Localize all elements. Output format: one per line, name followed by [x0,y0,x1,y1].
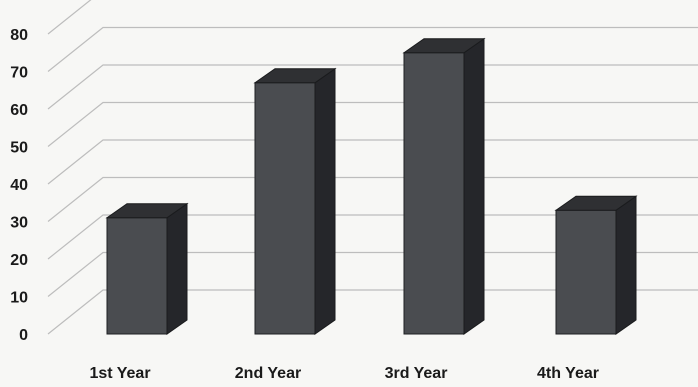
x-category-label: 2nd Year [235,365,301,382]
gridline [47,251,698,297]
y-axis-ticks: 0 10 20 30 40 50 60 70 80 [10,27,28,344]
gridline [47,101,698,147]
bar-side [463,37,485,335]
y-tick-label: 40 [10,177,28,194]
bar-top [554,195,638,211]
y-tick-label: 50 [10,140,28,157]
bar [402,37,486,335]
bar-side [615,195,637,335]
y-tick-label: 30 [10,215,28,232]
bar-top [105,203,189,219]
bars [105,37,638,335]
bar-side [166,202,188,335]
x-category-label: 3rd Year [385,365,448,382]
gridline [47,64,698,110]
bar-front [555,209,617,335]
gridline [47,139,698,185]
x-category-label: 1st Year [89,365,150,382]
x-axis-categories: 1st Year 2nd Year 3rd Year 4th Year [89,365,599,382]
gridline [47,214,698,260]
gridline [47,26,698,72]
y-tick-label: 60 [10,102,28,119]
bar [105,202,189,335]
bar [554,195,638,335]
bar-front [403,52,465,335]
bar-front [254,82,316,335]
gridline [47,0,92,35]
bar-top [402,38,486,54]
y-tick-label: 0 [19,327,28,344]
y-tick-label: 80 [10,27,28,44]
bar-top [253,68,337,84]
y-tick-label: 70 [10,65,28,82]
y-tick-label: 20 [10,252,28,269]
bar-front [106,217,168,335]
gridline [47,176,698,222]
gridline [47,289,698,335]
x-category-label: 4th Year [537,365,599,382]
bar [253,67,337,335]
y-tick-label: 10 [10,290,28,307]
gridlines [47,0,698,335]
bar-side [314,67,336,335]
